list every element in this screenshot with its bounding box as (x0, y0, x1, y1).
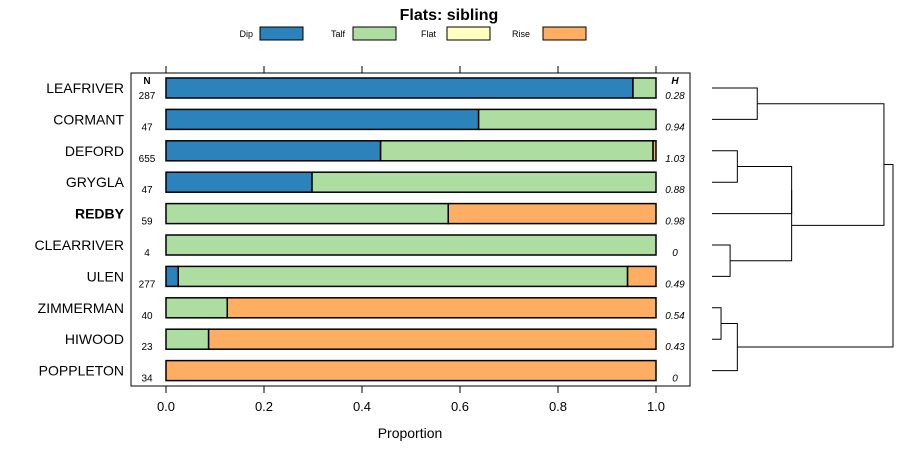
x-tick-label: 0.0 (157, 399, 175, 414)
x-tick-label: 0.4 (353, 399, 371, 414)
h-value: 0.88 (665, 185, 685, 196)
bar-segment-talf (632, 77, 657, 99)
bar-segment-talf (165, 328, 210, 350)
n-value: 47 (141, 122, 153, 133)
bar-segment-rise (652, 140, 657, 162)
bar-segment-talf (165, 202, 449, 225)
row-grygla: GRYGLA 47 0.88 (66, 171, 685, 196)
h-value: 0 (672, 248, 678, 259)
h-value: 1.03 (665, 154, 685, 165)
row-deford: DEFORD 655 1.03 (65, 140, 685, 165)
h-value: 0.43 (665, 342, 685, 353)
legend-swatch-flat (446, 26, 491, 41)
x-tick-label: 1.0 (647, 399, 665, 414)
category-label: POPPLETON (39, 363, 124, 379)
n-column-header: N (143, 76, 150, 87)
h-column-header: H (671, 76, 679, 87)
legend-swatch-dip (259, 26, 304, 41)
dendrogram-link (737, 164, 894, 348)
bar-segment-dip (165, 265, 179, 288)
bar-segment-rise (447, 202, 657, 225)
h-value: 0.54 (665, 311, 685, 322)
n-value: 59 (141, 217, 153, 228)
category-label: LEAFRIVER (46, 80, 124, 96)
bar-segment-talf (311, 171, 657, 193)
x-axis: 0.0 0.2 0.4 0.6 0.8 1.0 (157, 66, 665, 414)
row-clearriver: CLEARRIVER 4 0 (35, 234, 678, 259)
plot-frame (130, 72, 691, 387)
bar-segment-rise (165, 359, 657, 382)
row-redby: REDBY 59 0.98 (75, 202, 685, 228)
legend-label-talf: Talf (331, 29, 346, 39)
legend-label-rise: Rise (512, 29, 530, 39)
n-value: 34 (141, 374, 153, 385)
n-value: 23 (141, 342, 153, 353)
bar-segment-rise (226, 297, 657, 319)
h-value: 0.28 (665, 91, 685, 102)
row-leafriver: LEAFRIVER 287 0.28 (46, 77, 685, 102)
dendrogram-link (712, 323, 738, 372)
n-value: 40 (141, 311, 153, 322)
dendrogram-link (757, 103, 885, 226)
row-cormant: CORMANT 47 0.94 (53, 108, 685, 133)
n-value: 47 (141, 185, 153, 196)
bar-segment-rise (626, 265, 657, 288)
x-tick-label: 0.6 (451, 399, 469, 414)
category-label: CLEARRIVER (35, 237, 124, 253)
n-value: 287 (139, 91, 156, 102)
x-tick-label: 0.2 (255, 399, 273, 414)
n-value: 4 (144, 248, 150, 259)
row-ulen: ULEN 277 0.49 (87, 265, 685, 290)
dendrogram (712, 87, 894, 372)
legend: Dip Talf Flat Rise (239, 26, 587, 41)
category-label: GRYGLA (66, 174, 125, 190)
dendrogram-link (730, 190, 793, 262)
category-label: REDBY (75, 206, 125, 222)
n-value: 655 (139, 154, 156, 165)
n-value: 277 (139, 279, 156, 290)
category-label: HIWOOD (65, 331, 124, 347)
h-value: 0 (672, 374, 678, 385)
dendrogram-link (712, 244, 731, 277)
category-label: DEFORD (65, 143, 124, 159)
bar-segment-talf (177, 265, 629, 288)
category-label: ZIMMERMAN (38, 300, 124, 316)
row-poppleton: POPPLETON 34 0 (39, 359, 678, 385)
dendrogram-link (712, 87, 758, 120)
h-value: 0.94 (665, 122, 685, 133)
dendrogram-link (712, 166, 793, 215)
bar-segment-rise (207, 328, 657, 350)
row-hiwood: HIWOOD 23 0.43 (65, 328, 685, 353)
legend-swatch-rise (542, 26, 587, 41)
bar-segment-talf (477, 108, 657, 131)
bar-segment-talf (165, 297, 228, 319)
bar-segment-dip (165, 171, 313, 193)
chart-title: Flats: sibling (400, 7, 499, 24)
x-tick-label: 0.8 (549, 399, 567, 414)
bar-segment-talf (379, 140, 654, 162)
dendrogram-link (712, 150, 738, 183)
row-zimmerman: ZIMMERMAN 40 0.54 (38, 297, 685, 322)
h-value: 0.49 (665, 279, 685, 290)
h-value: 0.98 (665, 217, 685, 228)
bar-segment-dip (165, 77, 634, 99)
category-label: ULEN (87, 268, 124, 284)
legend-label-dip: Dip (239, 29, 253, 39)
legend-label-flat: Flat (421, 29, 437, 39)
dendrogram-link (712, 307, 722, 340)
x-axis-label: Proportion (378, 425, 443, 441)
category-label: CORMANT (53, 111, 124, 127)
legend-swatch-talf (352, 26, 397, 41)
bar-rows: LEAFRIVER 287 0.28 CORMANT 47 0.94 DEFORD 655 1.… (35, 77, 685, 385)
bar-segment-dip (165, 140, 382, 162)
bar-segment-talf (165, 234, 657, 256)
bar-segment-dip (165, 108, 480, 131)
